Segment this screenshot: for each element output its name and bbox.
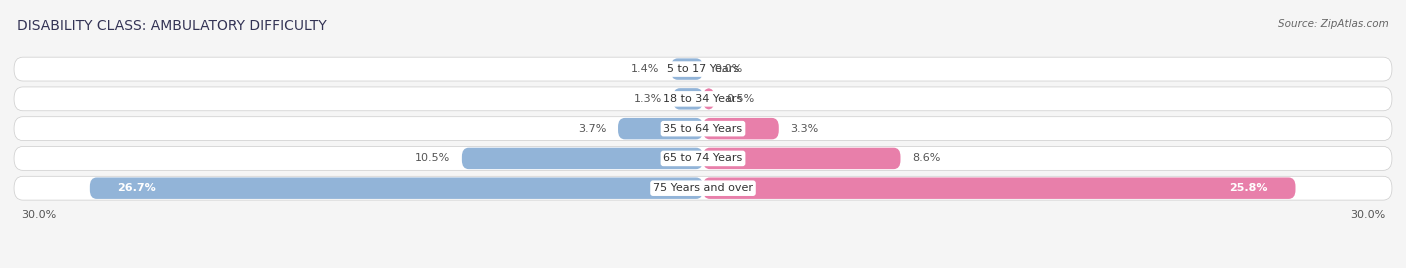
- Text: 75 Years and over: 75 Years and over: [652, 183, 754, 193]
- Text: 3.3%: 3.3%: [790, 124, 818, 134]
- Text: 30.0%: 30.0%: [1350, 210, 1385, 220]
- Text: 5 to 17 Years: 5 to 17 Years: [666, 64, 740, 74]
- FancyBboxPatch shape: [671, 58, 703, 80]
- Text: 0.5%: 0.5%: [725, 94, 754, 104]
- FancyBboxPatch shape: [14, 117, 1392, 140]
- Text: 1.4%: 1.4%: [631, 64, 659, 74]
- FancyBboxPatch shape: [703, 118, 779, 139]
- FancyBboxPatch shape: [14, 176, 1392, 200]
- Text: 30.0%: 30.0%: [21, 210, 56, 220]
- FancyBboxPatch shape: [703, 148, 900, 169]
- Text: 35 to 64 Years: 35 to 64 Years: [664, 124, 742, 134]
- Text: 18 to 34 Years: 18 to 34 Years: [664, 94, 742, 104]
- FancyBboxPatch shape: [14, 87, 1392, 111]
- Text: 10.5%: 10.5%: [415, 153, 450, 163]
- Text: 3.7%: 3.7%: [578, 124, 606, 134]
- Text: 8.6%: 8.6%: [912, 153, 941, 163]
- FancyBboxPatch shape: [461, 148, 703, 169]
- Text: Source: ZipAtlas.com: Source: ZipAtlas.com: [1278, 19, 1389, 29]
- Text: 1.3%: 1.3%: [634, 94, 662, 104]
- FancyBboxPatch shape: [14, 57, 1392, 81]
- Text: 26.7%: 26.7%: [117, 183, 156, 193]
- FancyBboxPatch shape: [673, 88, 703, 110]
- FancyBboxPatch shape: [619, 118, 703, 139]
- Text: 25.8%: 25.8%: [1229, 183, 1268, 193]
- FancyBboxPatch shape: [90, 177, 703, 199]
- Text: 65 to 74 Years: 65 to 74 Years: [664, 153, 742, 163]
- Text: DISABILITY CLASS: AMBULATORY DIFFICULTY: DISABILITY CLASS: AMBULATORY DIFFICULTY: [17, 19, 326, 33]
- FancyBboxPatch shape: [14, 147, 1392, 170]
- Text: 0.0%: 0.0%: [714, 64, 742, 74]
- FancyBboxPatch shape: [703, 177, 1295, 199]
- FancyBboxPatch shape: [703, 88, 714, 110]
